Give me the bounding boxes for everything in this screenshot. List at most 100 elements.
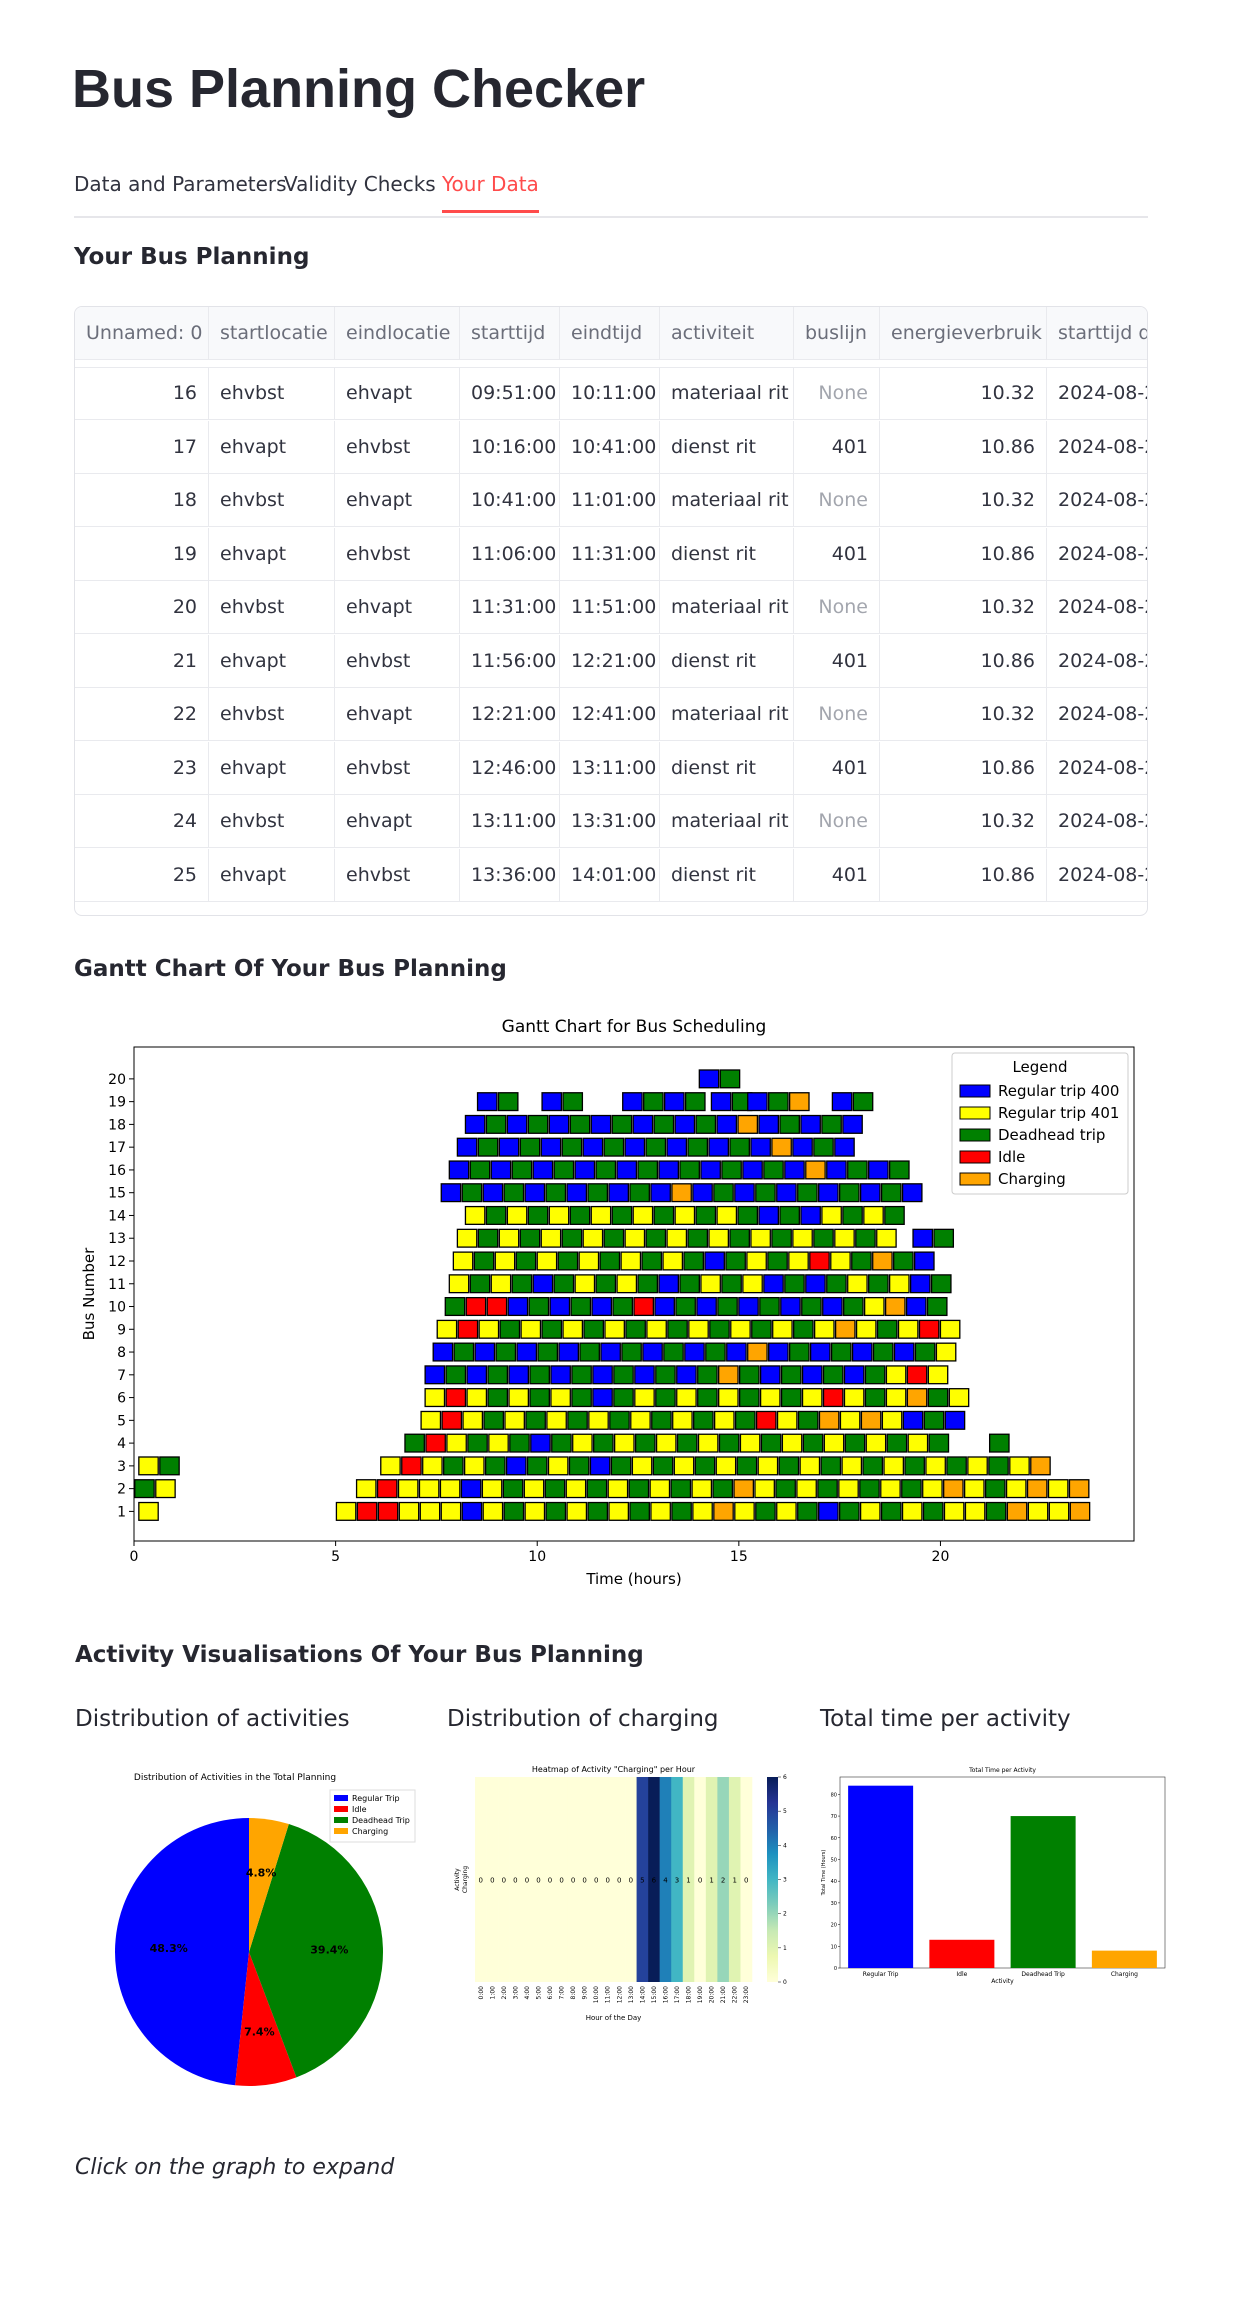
gantt-block <box>376 1479 398 1499</box>
gantt-block <box>679 1160 700 1180</box>
gantt-block <box>499 1319 521 1339</box>
gantt-block <box>432 1342 454 1362</box>
y-axis-label: Bus Number <box>80 1247 98 1340</box>
gantt-block <box>799 1456 821 1476</box>
gantt-block <box>398 1501 420 1521</box>
gantt-block <box>984 1479 1006 1499</box>
y-tick-label: 30 <box>831 1901 837 1907</box>
gantt-block <box>663 1092 685 1112</box>
gantt-block <box>155 1479 176 1499</box>
gantt-block <box>838 1501 860 1521</box>
gantt-block <box>641 1251 663 1271</box>
gantt-block <box>946 1456 967 1476</box>
heatmap-chart[interactable]: Heatmap of Activity "Charging" per Hour 0… <box>447 1762 797 2062</box>
gantt-block <box>632 1205 654 1225</box>
gantt-block <box>813 1319 835 1339</box>
gantt-block <box>463 1456 485 1476</box>
gantt-block <box>868 1274 889 1294</box>
data-table[interactable]: Unnamed: 0 startlocatie eindlocatie startti… <box>74 306 1148 916</box>
cell-label: 2 <box>721 1877 725 1885</box>
gantt-block <box>695 1205 717 1225</box>
gantt-block <box>562 1319 584 1339</box>
cell-label: 0 <box>698 1877 702 1885</box>
heat-cell <box>555 1777 568 1982</box>
gantt-block <box>529 1388 550 1408</box>
gantt-block <box>460 1479 482 1499</box>
table-cell: ehvbst <box>209 367 335 420</box>
y-tick-label: 6 <box>117 1391 126 1407</box>
caption: Click on the graph to expand <box>75 2155 395 2180</box>
gantt-block <box>457 1319 479 1339</box>
gantt-block <box>613 1388 634 1408</box>
tab[interactable]: Validity Checks <box>284 172 436 196</box>
gantt-block <box>944 1410 966 1430</box>
table-cell: 12:46:00 <box>460 741 560 795</box>
table-cell: 24 <box>75 795 209 848</box>
heat-cell <box>636 1777 649 1982</box>
gantt-block <box>788 1092 810 1112</box>
gantt-block <box>511 1274 533 1294</box>
gantt-block <box>901 1479 922 1499</box>
gantt-block <box>488 1433 509 1453</box>
gantt-block <box>356 1501 378 1521</box>
y-axis-label: Total Time (Hours) <box>821 1850 827 1897</box>
legend-box <box>951 1052 1129 1195</box>
slice-label: 7.4% <box>244 2026 275 2039</box>
gantt-block <box>586 1479 608 1499</box>
gantt-block <box>729 1228 750 1248</box>
gantt-block <box>422 1456 443 1476</box>
gantt-block <box>888 1274 910 1294</box>
gantt-block <box>485 1114 507 1134</box>
gantt-block <box>550 1365 571 1385</box>
gantt-block <box>673 1456 695 1476</box>
pie-chart[interactable]: Distribution of Activities in the Total … <box>75 1762 425 2092</box>
table-cell: materiaal rit <box>660 581 794 634</box>
bar-chart[interactable]: Total Time per Activity 0 10 20 30 40 50 60 70 80… <box>820 1762 1170 2002</box>
gantt-block <box>901 1501 923 1521</box>
gantt-block <box>876 1319 898 1339</box>
gantt-block <box>1030 1456 1051 1476</box>
x-tick-label: Deadhead Trip <box>1021 1971 1065 1978</box>
tab[interactable]: Your Data <box>442 172 539 213</box>
gantt-block <box>697 1388 718 1408</box>
gantt-block <box>713 1410 735 1430</box>
bar <box>848 1785 914 1968</box>
gantt-block <box>608 1501 630 1521</box>
gantt-block <box>738 1365 760 1385</box>
gantt-block <box>425 1433 446 1453</box>
gantt-block <box>906 1365 928 1385</box>
gantt-block <box>612 1296 634 1317</box>
heat-cell <box>694 1777 707 1982</box>
gantt-block <box>771 1228 792 1248</box>
y-tick-label: 7 <box>117 1368 126 1384</box>
gantt-block <box>674 1114 696 1134</box>
gantt-block <box>872 1342 894 1362</box>
gantt-block <box>817 1479 838 1499</box>
gantt-block <box>700 1274 721 1294</box>
heat-cell <box>682 1777 695 1982</box>
gantt-block <box>676 1365 697 1385</box>
gantt-block <box>481 1479 503 1499</box>
x-tick-label: 3:00 <box>512 1986 519 2000</box>
x-tick-label: 0:00 <box>478 1986 485 2000</box>
gantt-block <box>925 1456 946 1476</box>
table-cell: ehvbst <box>335 741 460 795</box>
cell-label: 1 <box>709 1877 713 1885</box>
gantt-block <box>607 1479 629 1499</box>
gantt-block <box>788 1342 810 1362</box>
cell-label: 0 <box>605 1877 609 1885</box>
gantt-block <box>658 1160 680 1180</box>
tab[interactable]: Data and Parameters <box>74 172 287 196</box>
gantt-block <box>508 1365 530 1385</box>
gantt-block <box>632 1114 654 1134</box>
gantt-block <box>755 1501 776 1521</box>
gantt-block <box>884 1296 906 1317</box>
gantt-block <box>420 1410 442 1430</box>
table-cell: materiaal rit <box>660 688 794 741</box>
gantt-block <box>780 1296 801 1317</box>
table-cell: None <box>794 795 880 848</box>
gantt-block <box>736 1456 758 1476</box>
chart-title: Gantt Chart for Bus Scheduling <box>502 1017 767 1037</box>
gantt-block <box>527 1205 549 1225</box>
